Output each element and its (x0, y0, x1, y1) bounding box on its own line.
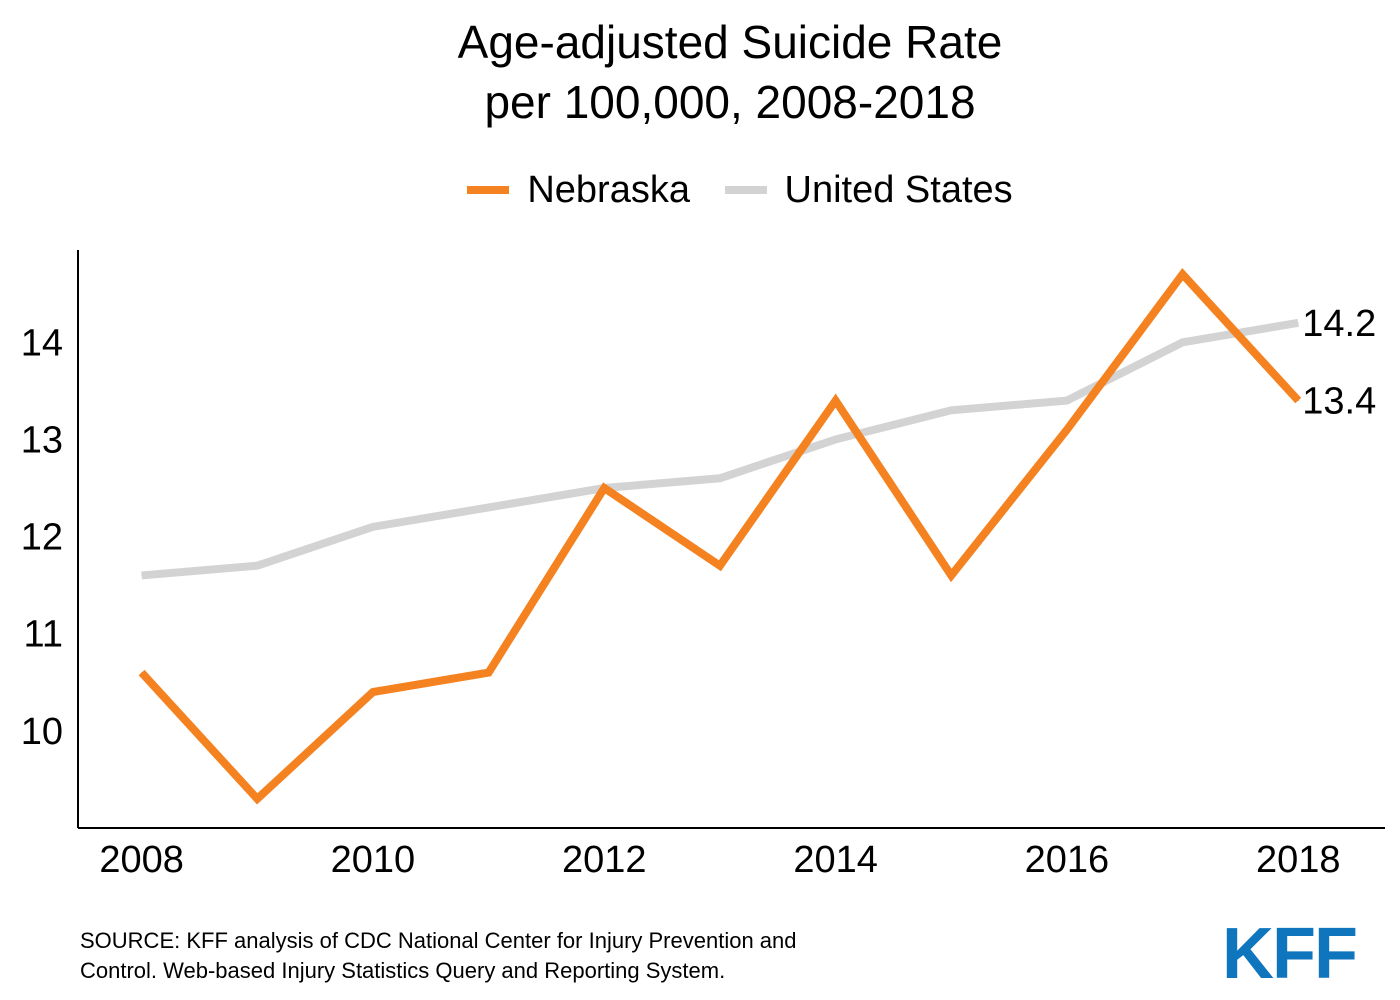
source-line-2: Control. Web-based Injury Statistics Que… (80, 958, 726, 983)
x-tick-label: 2014 (793, 839, 878, 881)
data-point-united-states (1297, 322, 1299, 324)
data-point-nebraska (719, 565, 721, 567)
y-tick-label: 10 (21, 711, 63, 753)
x-tick-label: 2012 (562, 839, 647, 881)
y-tick-label: 12 (21, 517, 63, 559)
source-line-1: SOURCE: KFF analysis of CDC National Cen… (80, 928, 797, 953)
data-point-nebraska (256, 798, 258, 800)
legend-label-nebraska: Nebraska (527, 169, 690, 211)
data-point-nebraska (950, 574, 952, 576)
end-label-nebraska: 13.4 (1302, 381, 1376, 423)
legend-label-united-states: United States (784, 169, 1013, 211)
x-tick-label: 2018 (1256, 839, 1341, 881)
data-point-united-states (372, 526, 374, 528)
data-point-united-states (1066, 400, 1068, 402)
y-tick-label: 13 (21, 419, 63, 461)
source-note: SOURCE: KFF analysis of CDC National Cen… (80, 926, 797, 986)
series-line-united-states (141, 318, 1299, 580)
data-point-united-states (1182, 341, 1184, 343)
y-tick-label: 14 (21, 322, 63, 364)
data-point-nebraska (488, 672, 490, 674)
data-point-nebraska (1182, 273, 1184, 275)
legend-item-nebraska: Nebraska (467, 163, 690, 217)
chart-title-line-2: per 100,000, 2008-2018 (484, 76, 976, 128)
legend-item-united-states: United States (724, 163, 1013, 217)
data-point-nebraska (141, 672, 143, 674)
data-point-nebraska (1297, 400, 1299, 402)
data-point-nebraska (1066, 429, 1068, 431)
chart-title: Age-adjusted Suicide Rate per 100,000, 2… (0, 12, 1400, 132)
data-point-nebraska (603, 487, 605, 489)
data-point-nebraska (835, 400, 837, 402)
x-tick-label: 2016 (1025, 839, 1110, 881)
kff-logo: KFF (1222, 914, 1358, 994)
data-point-united-states (141, 574, 143, 576)
x-tick-label: 2008 (99, 839, 184, 881)
end-label-united-states: 14.2 (1302, 303, 1376, 345)
legend-swatch-nebraska (467, 186, 510, 194)
data-point-united-states (488, 506, 490, 508)
y-tick-label: 11 (24, 614, 63, 656)
data-point-united-states (950, 409, 952, 411)
data-point-united-states (256, 565, 258, 567)
data-point-nebraska (372, 691, 374, 693)
legend-swatch-united-states (724, 186, 767, 194)
x-tick-label: 2010 (331, 839, 416, 881)
data-point-united-states (835, 438, 837, 440)
chart-title-line-1: Age-adjusted Suicide Rate (457, 16, 1003, 68)
data-point-united-states (719, 477, 721, 479)
series-line-nebraska (138, 268, 1302, 805)
chart-legend: Nebraska United States (0, 155, 1400, 217)
